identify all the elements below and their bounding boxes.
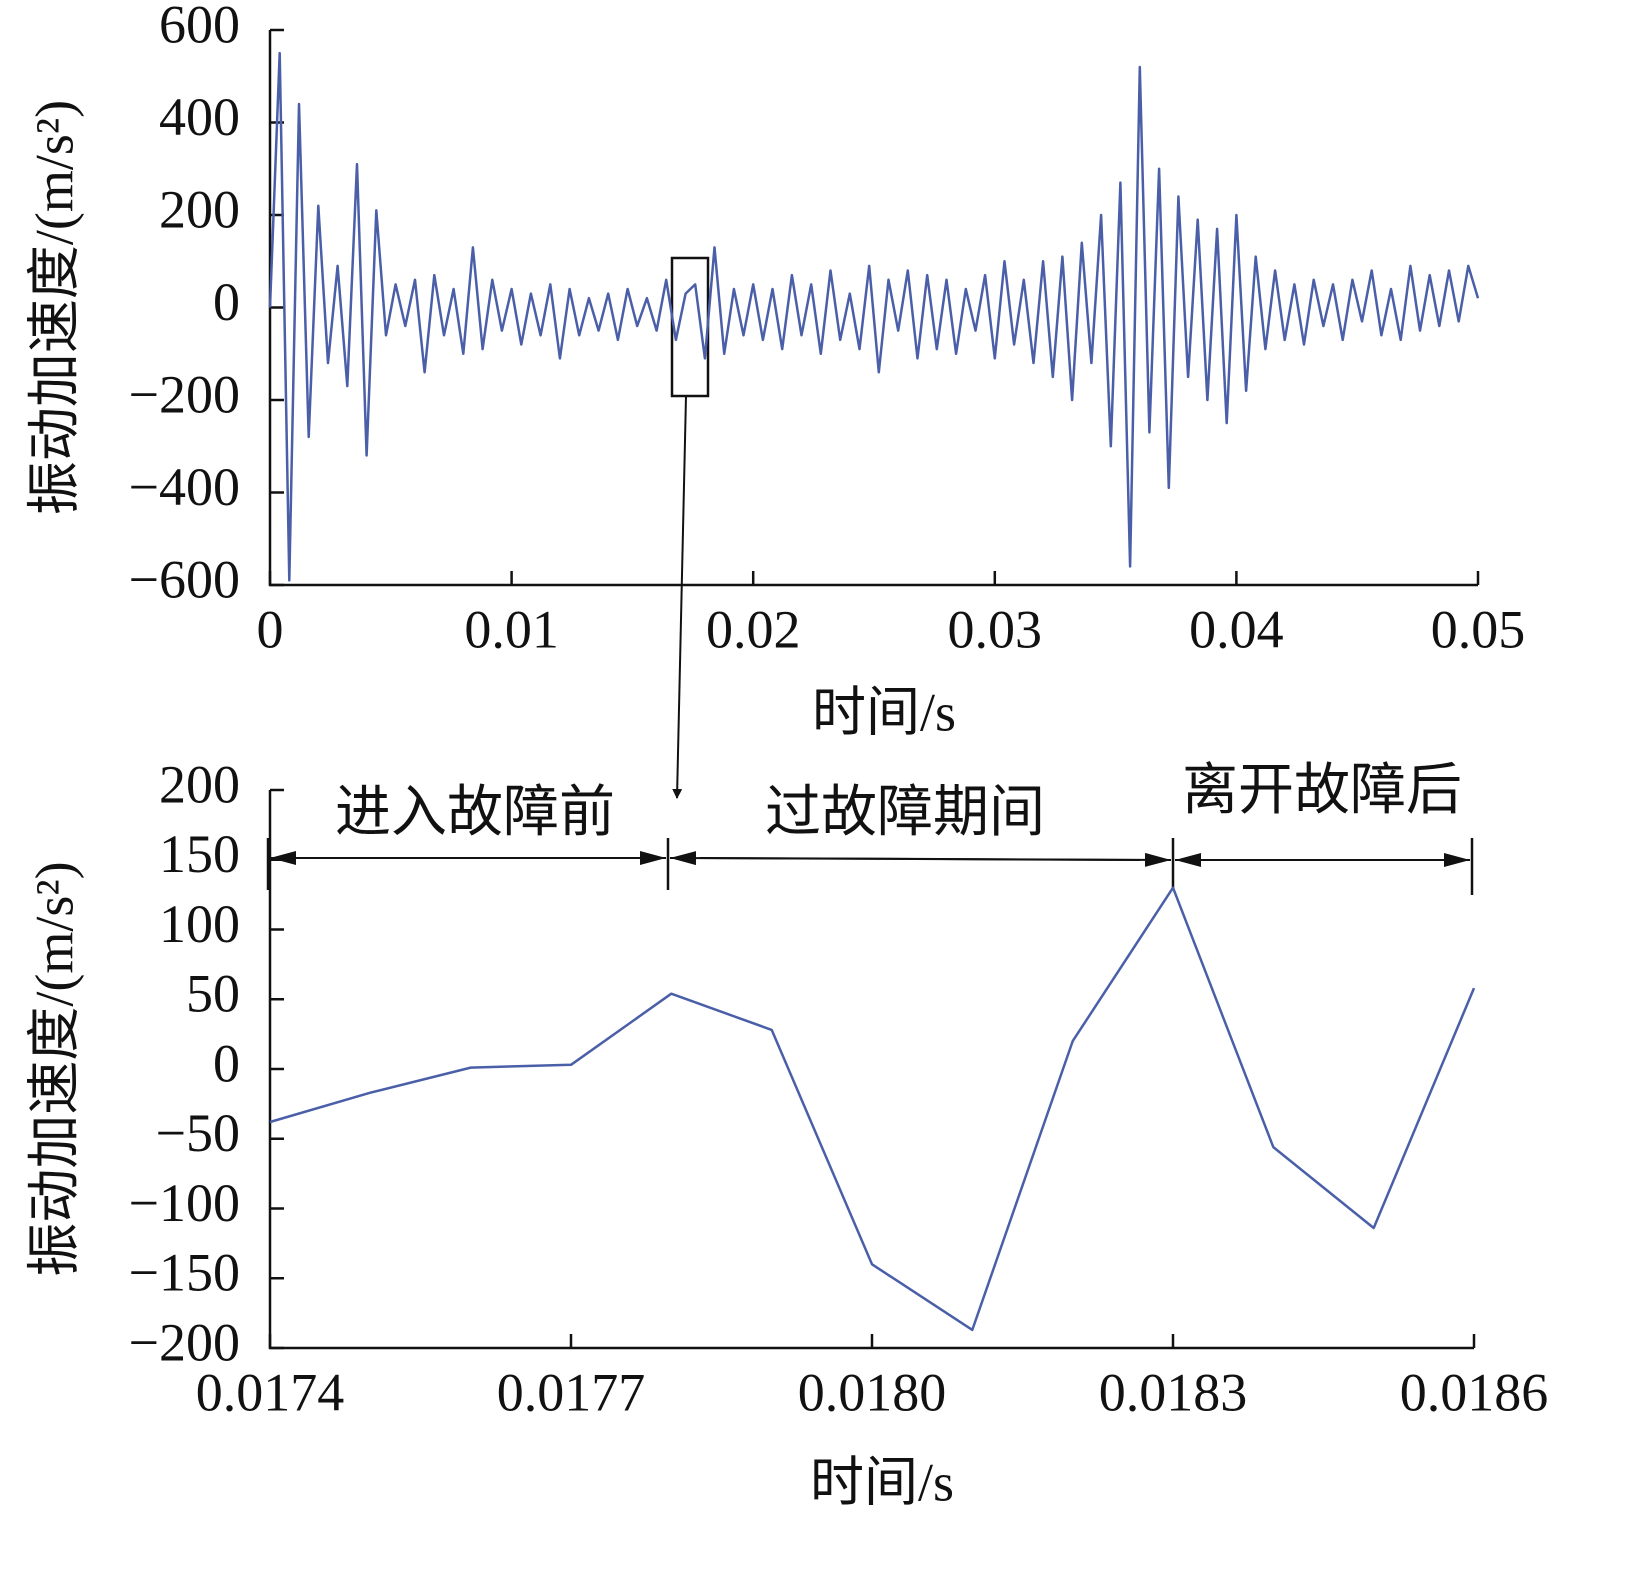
y-tick-label: 400: [159, 87, 240, 147]
data-line: [268, 51, 1480, 582]
x-tick-label: 0: [257, 599, 284, 659]
annotation: 离开故障后: [1182, 760, 1462, 822]
x-tick-label: 0.0183: [1099, 1362, 1248, 1422]
y-axis-label: 振动加速度/(m/s²): [24, 861, 84, 1276]
y-tick-label: 200: [159, 754, 240, 814]
y-tick-label: −600: [129, 549, 240, 609]
y-tick-label: −100: [129, 1173, 240, 1233]
y-tick-label: −50: [156, 1103, 240, 1163]
annotation: 过故障期间: [765, 782, 1045, 844]
y-tick-label: 200: [159, 179, 240, 239]
x-axis-label: 时间/s: [812, 682, 956, 742]
x-tick-label: 0.02: [706, 599, 801, 659]
y-tick-label: 0: [213, 272, 240, 332]
y-tick-label: −400: [129, 457, 240, 517]
y-tick-label: 0: [213, 1033, 240, 1093]
x-axis-label: 时间/s: [810, 1452, 954, 1512]
x-tick-label: 0.0177: [497, 1362, 646, 1422]
x-tick-label: 0.04: [1189, 599, 1284, 659]
y-tick-label: −150: [129, 1243, 240, 1303]
y-tick-label: 50: [186, 964, 240, 1024]
y-tick-label: 100: [159, 894, 240, 954]
zoom-arrow: [672, 395, 687, 799]
x-tick-label: 0.03: [948, 599, 1043, 659]
y-tick-label: 600: [159, 0, 240, 54]
y-tick-label: −200: [129, 364, 240, 424]
y-tick-label: −200: [129, 1312, 240, 1372]
y-tick-label: 150: [159, 824, 240, 884]
x-tick-label: 0.0174: [196, 1362, 345, 1422]
x-tick-label: 0.05: [1431, 599, 1526, 659]
annotation: 进入故障前: [335, 782, 615, 844]
data-line: [269, 886, 1476, 1332]
x-tick-label: 0.01: [464, 599, 559, 659]
phase-markers: [266, 838, 1474, 895]
x-tick-label: 0.0186: [1400, 1362, 1549, 1422]
x-tick-label: 0.0180: [798, 1362, 947, 1422]
y-axis-label: 振动加速度/(m/s²): [24, 100, 84, 515]
